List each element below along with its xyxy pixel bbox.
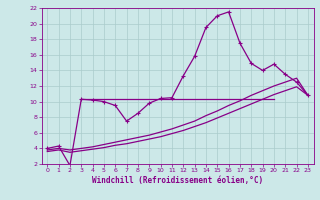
X-axis label: Windchill (Refroidissement éolien,°C): Windchill (Refroidissement éolien,°C) — [92, 176, 263, 185]
